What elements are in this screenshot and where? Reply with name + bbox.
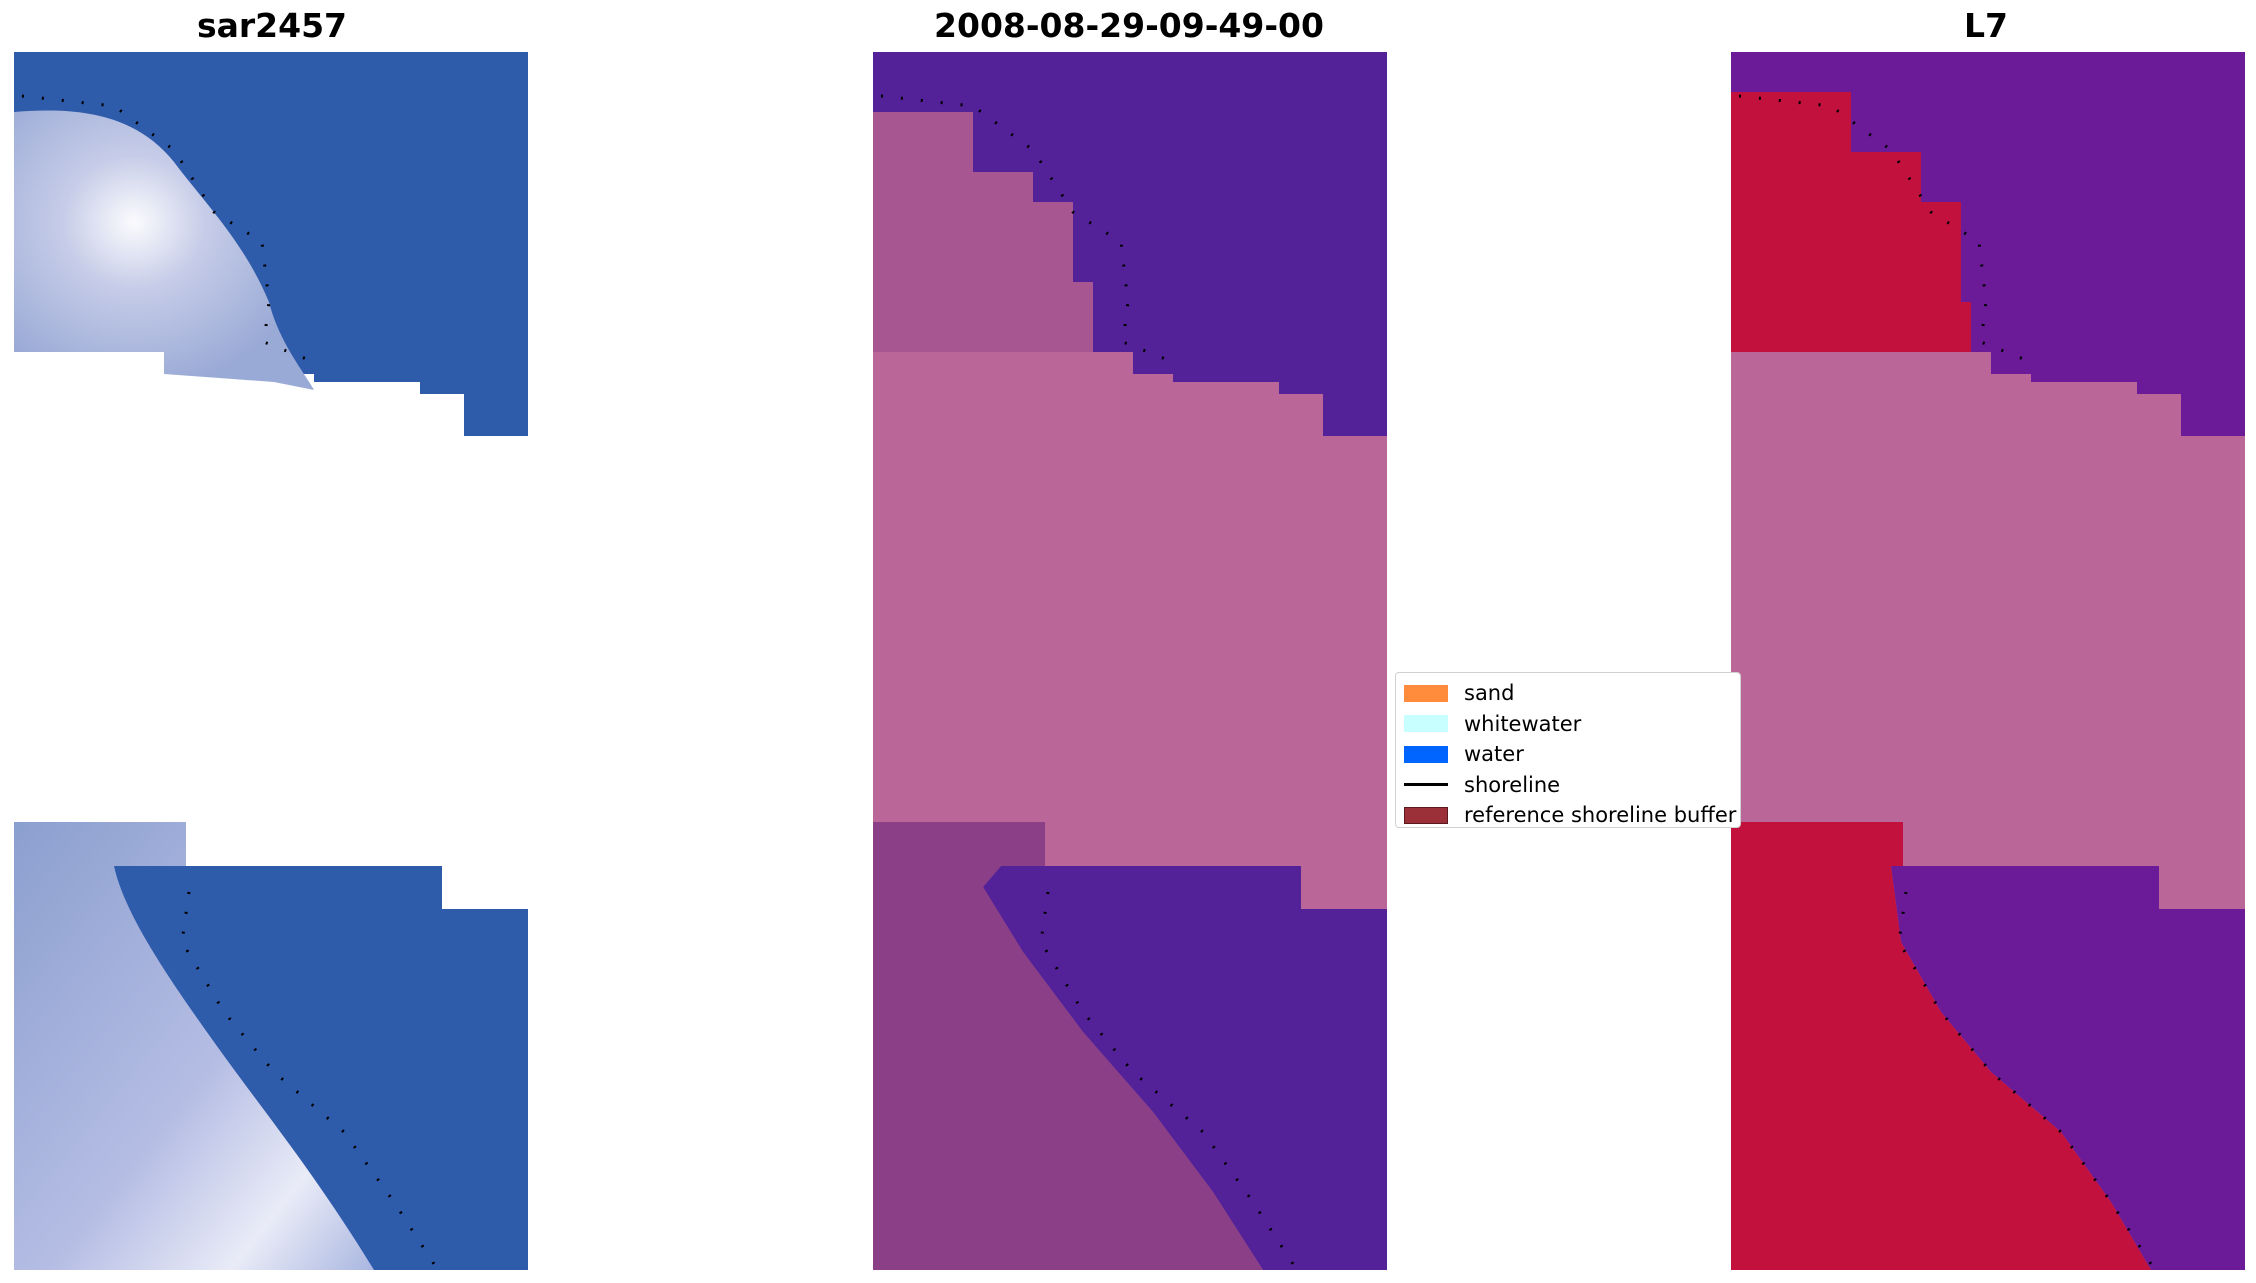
ndwi-water-top — [1731, 52, 2245, 436]
rgb-surf-top — [14, 110, 314, 390]
legend-item-reference-buffer: reference shoreline buffer — [1404, 800, 1740, 831]
legend-swatch-water — [1404, 745, 1448, 763]
panel-title-classified: 2008-08-29-09-49-00 — [934, 6, 1324, 45]
classified-land-top — [873, 112, 1093, 352]
rgb-image-panel — [14, 52, 528, 1270]
classified-water-bottom — [983, 866, 1387, 1270]
panel-title-ndwi: L7 — [1964, 6, 2008, 45]
rgb-surf-bottom — [14, 822, 374, 1270]
legend-swatch-whitewater — [1404, 715, 1448, 733]
legend-item-shoreline: shoreline — [1404, 770, 1740, 801]
ndwi-water-bottom — [1891, 866, 2245, 1270]
legend-label-shoreline: shoreline — [1464, 772, 1561, 797]
ndwi-land-top — [1731, 92, 1971, 352]
legend: sand whitewater water shoreline referenc… — [1395, 672, 1741, 828]
legend-swatch-shoreline — [1404, 783, 1448, 787]
legend-swatch-sand — [1404, 684, 1448, 702]
legend-item-water: water — [1404, 739, 1740, 770]
ndwi-image-panel — [1731, 52, 2245, 1270]
classified-image-panel — [873, 52, 1387, 1270]
classified-water-top — [873, 52, 1387, 436]
legend-label-reference-buffer: reference shoreline buffer — [1464, 803, 1737, 828]
legend-label-sand: sand — [1464, 681, 1515, 706]
legend-item-whitewater: whitewater — [1404, 709, 1740, 740]
panel-title-rgb: sar2457 — [196, 6, 348, 45]
legend-label-whitewater: whitewater — [1464, 711, 1582, 736]
legend-swatch-reference-buffer — [1404, 806, 1448, 824]
ndwi-land-bottom — [1731, 822, 2151, 1270]
legend-label-water: water — [1464, 742, 1524, 767]
legend-item-sand: sand — [1404, 678, 1740, 709]
classified-land-bottom — [873, 822, 1263, 1270]
